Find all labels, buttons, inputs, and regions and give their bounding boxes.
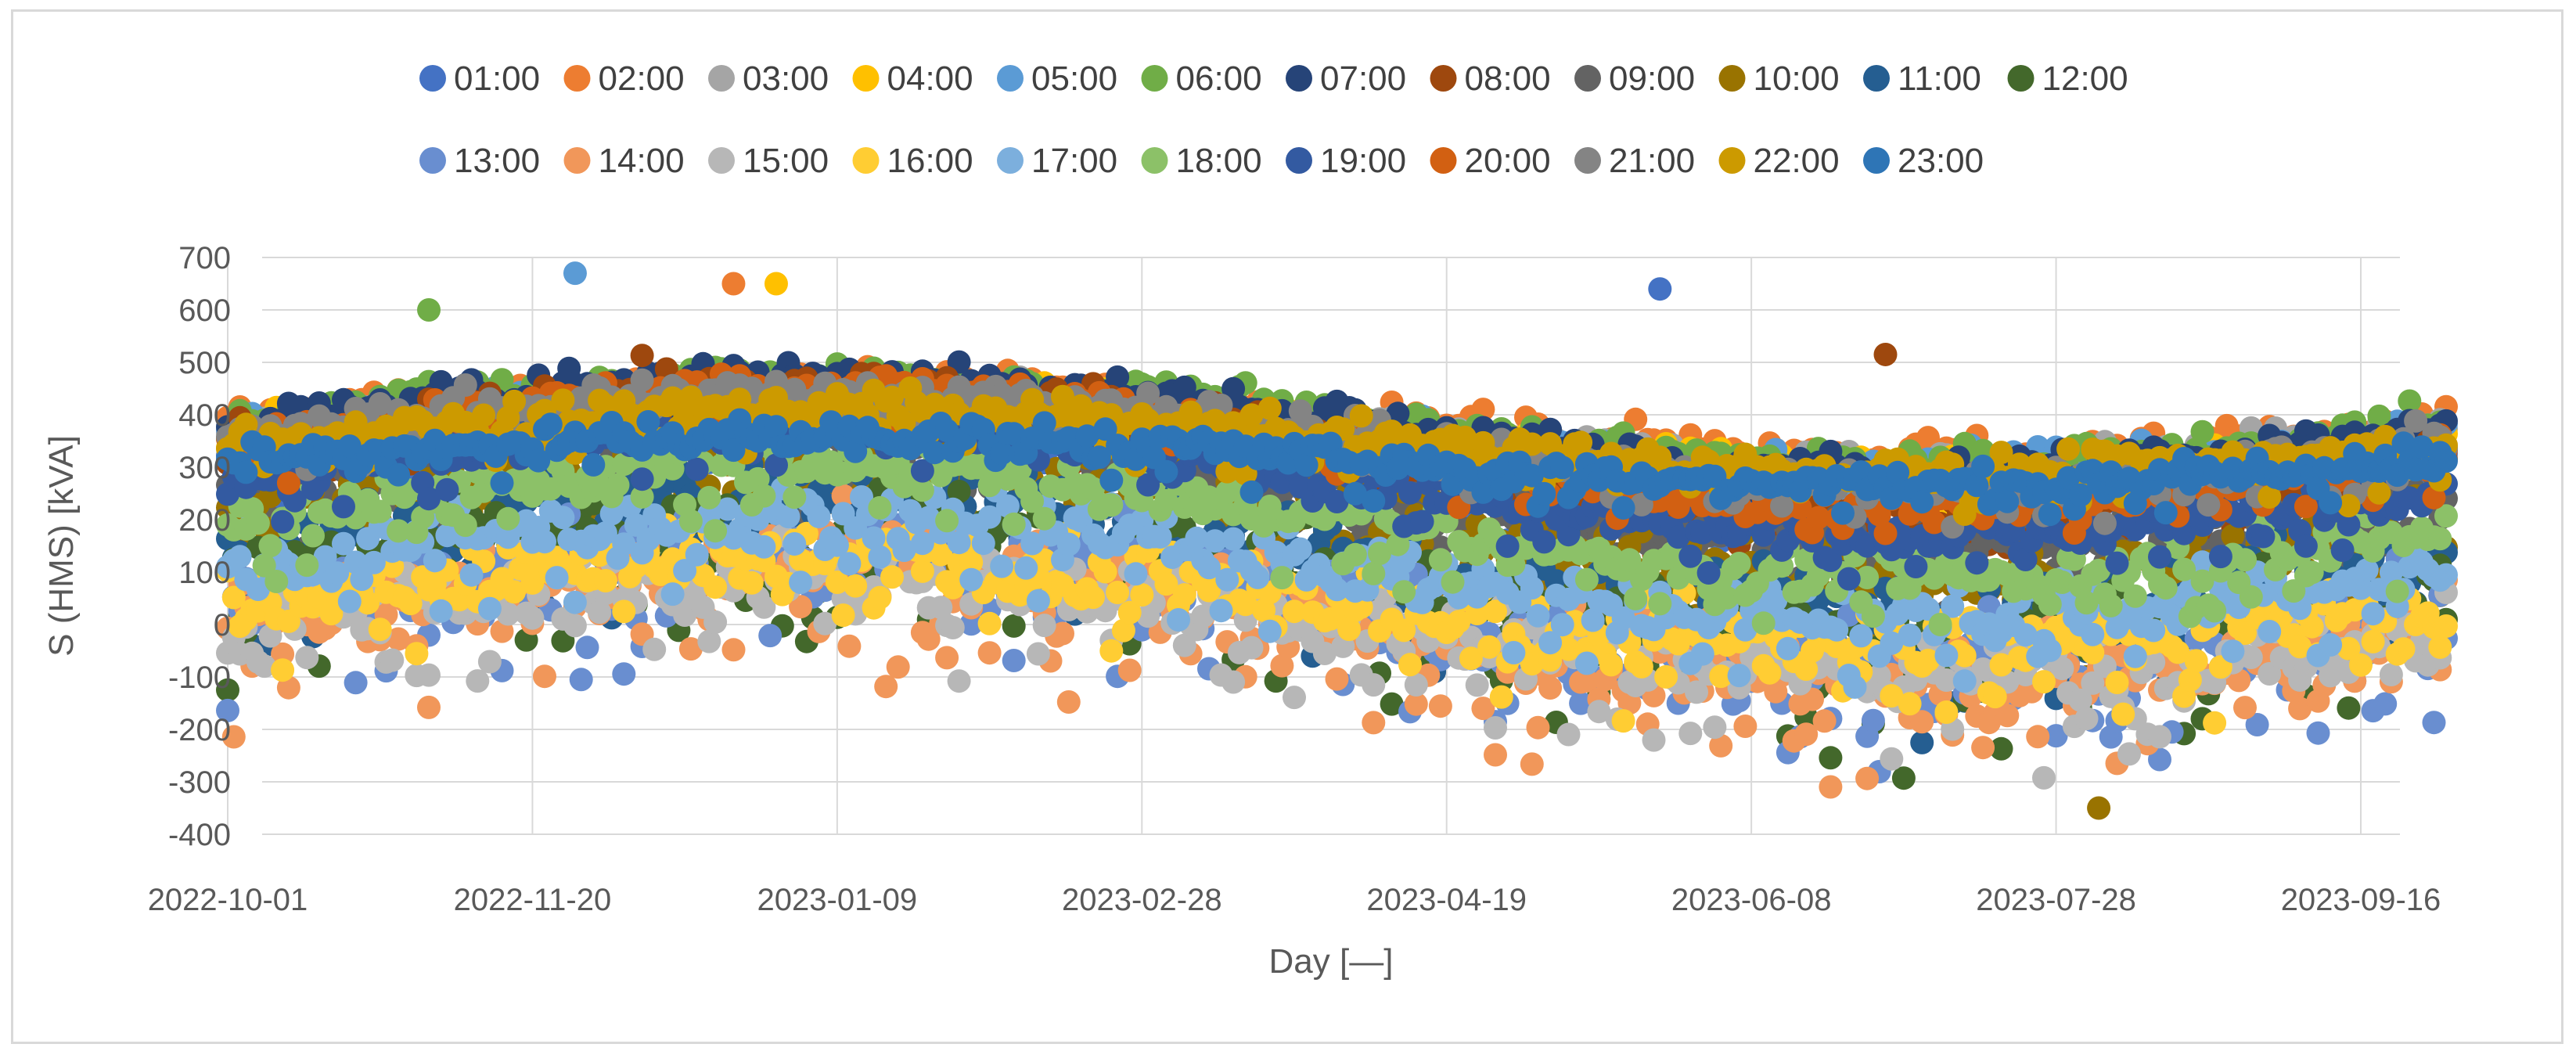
data-point-outlier — [1648, 277, 1672, 301]
data-point — [575, 635, 599, 660]
chart-frame: -400 -300 -200 -100 0 100 200 300 400 500 600 700 20… — [11, 9, 2563, 1044]
data-point — [2373, 692, 2398, 716]
data-points — [216, 261, 2458, 820]
data-point — [533, 664, 556, 689]
data-point — [2337, 696, 2361, 720]
data-point-outlier — [764, 272, 788, 296]
data-point — [2221, 524, 2245, 548]
data-point — [569, 668, 593, 692]
data-point — [874, 675, 898, 699]
data-point — [977, 641, 1002, 665]
data-point — [1819, 746, 1843, 770]
data-point — [1325, 667, 1349, 691]
data-point — [1526, 715, 1550, 740]
data-point — [837, 634, 862, 658]
data-point-outlier — [563, 261, 587, 286]
data-point — [1172, 375, 1196, 399]
data-point — [758, 624, 783, 648]
data-point — [417, 695, 441, 719]
data-point — [1386, 401, 1410, 426]
data-point-outlier — [2087, 796, 2111, 820]
scatter-chart: -400-300-200-100010020030040050060070020… — [42, 59, 2458, 981]
data-point-outlier — [417, 298, 441, 322]
data-point — [935, 646, 959, 670]
data-point — [2190, 419, 2214, 444]
data-point — [1002, 614, 1026, 638]
data-point — [2398, 389, 2422, 413]
data-point — [1106, 365, 1130, 389]
data-point — [1861, 708, 1885, 733]
data-point — [1221, 376, 1246, 401]
data-point — [1428, 694, 1452, 718]
data-point — [1117, 658, 1142, 682]
data-point — [1056, 690, 1081, 714]
data-point — [721, 638, 746, 662]
data-point — [1910, 730, 1934, 754]
data-point — [1002, 649, 1026, 672]
data-point — [630, 344, 654, 368]
data-point — [1538, 676, 1563, 700]
data-point — [2367, 404, 2391, 428]
data-point — [1916, 426, 1940, 450]
data-point — [886, 655, 910, 679]
data-point — [2306, 721, 2330, 745]
data-point-outlier — [1873, 342, 1898, 366]
data-point — [1362, 711, 1386, 735]
data-point — [1484, 743, 1507, 767]
data-point — [344, 671, 368, 695]
data-point — [1520, 752, 1544, 776]
data-point — [2422, 711, 2446, 735]
data-point-outlier — [721, 272, 746, 296]
data-point — [612, 662, 636, 686]
